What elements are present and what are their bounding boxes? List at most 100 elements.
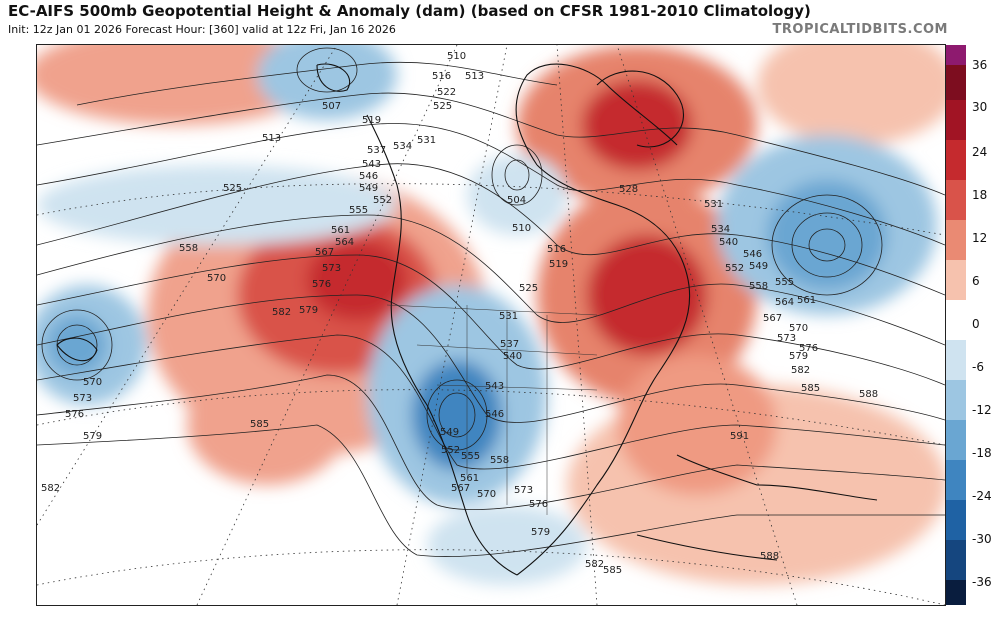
colorbar-segment — [946, 300, 966, 340]
contour-label: 579 — [789, 351, 808, 362]
contour-label: 573 — [322, 263, 341, 274]
contour-label: 561 — [460, 473, 479, 484]
colorbar-tick-label: 36 — [972, 58, 988, 72]
contour-label: 510 — [447, 51, 466, 62]
colorbar — [946, 45, 966, 605]
ridge-north-pacific — [37, 45, 327, 125]
contour-label: 540 — [503, 351, 522, 362]
contour-label: 546 — [485, 409, 504, 420]
colorbar-segment — [946, 500, 966, 540]
chart-title: EC-AIFS 500mb Geopotential Height & Anom… — [8, 2, 811, 20]
contour-label: 525 — [433, 101, 452, 112]
colorbar-tick-label: 6 — [972, 274, 980, 288]
contour-label: 582 — [41, 483, 60, 494]
contour-label: 576 — [65, 409, 84, 420]
contour-label: 576 — [529, 499, 548, 510]
colorbar-tick-label: -6 — [972, 360, 984, 374]
colorbar-tick-label: 30 — [972, 100, 988, 114]
contour-label: 534 — [393, 141, 412, 152]
colorbar-tick-label: -24 — [972, 489, 992, 503]
colorbar-segment — [946, 540, 966, 580]
trough-north-atlantic-core — [767, 180, 887, 290]
contour-label: 570 — [83, 377, 102, 388]
colorbar-segment — [946, 65, 966, 100]
contour-label: 549 — [440, 427, 459, 438]
graticule — [37, 45, 945, 605]
contour-label: 588 — [859, 389, 878, 400]
colorbar-segment — [946, 220, 966, 260]
contour-label: 576 — [799, 343, 818, 354]
chart-subtitle: Init: 12z Jan 01 2026 Forecast Hour: [36… — [8, 23, 396, 36]
anomaly-shading — [37, 45, 945, 585]
contour-label: 531 — [417, 135, 436, 146]
contour-label: 591 — [730, 431, 749, 442]
contour-label: 549 — [749, 261, 768, 272]
colorbar-segment — [946, 380, 966, 420]
contour-label: 585 — [801, 383, 820, 394]
contour-label: 504 — [507, 195, 526, 206]
map-panel: 510 516 513 522 525 519 507 513 531 537 … — [36, 44, 946, 606]
contour-label: 519 — [549, 259, 568, 270]
contour-label: 582 — [585, 559, 604, 570]
contour-label: 513 — [465, 71, 484, 82]
ridge-northeast-atlantic — [757, 45, 945, 145]
contour-label: 546 — [359, 171, 378, 182]
colorbar-segment — [946, 100, 966, 140]
contour-label: 519 — [362, 115, 381, 126]
contour-label: 516 — [547, 244, 566, 255]
contour-label: 579 — [299, 305, 318, 316]
colorbar-tick-label: -30 — [972, 532, 992, 546]
contour-label: 534 — [711, 224, 730, 235]
colorbar-segment — [946, 580, 966, 605]
colorbar-segment — [946, 340, 966, 380]
contour-label: 525 — [223, 183, 242, 194]
trough-alaska — [257, 45, 397, 120]
contour-label: 546 — [743, 249, 762, 260]
contour-label: 537 — [367, 145, 386, 156]
brand-watermark[interactable]: TROPICALTIDBITS.COM — [772, 22, 948, 37]
contour-label: 531 — [704, 199, 723, 210]
contour-label: 570 — [477, 489, 496, 500]
contour-label: 573 — [73, 393, 92, 404]
contour-label: 513 — [262, 133, 281, 144]
colorbar-tick-label: -36 — [972, 575, 992, 589]
contour-label: 552 — [441, 445, 460, 456]
contour-label: 531 — [499, 311, 518, 322]
contour-label: 555 — [775, 277, 794, 288]
coastlines — [56, 63, 878, 576]
contour-label: 567 — [451, 483, 470, 494]
contour-label: 573 — [514, 485, 533, 496]
contour-label: 561 — [331, 225, 350, 236]
trough-gulf-coast — [427, 505, 587, 585]
colorbar-tick-label: -12 — [972, 403, 992, 417]
contour-label: 555 — [461, 451, 480, 462]
colorbar-tick-label: 24 — [972, 145, 988, 159]
contour-label: 525 — [519, 283, 538, 294]
contour-label: 528 — [619, 184, 638, 195]
trough-southwest-us-core — [412, 360, 502, 470]
contour-label: 564 — [335, 237, 354, 248]
colorbar-segment — [946, 260, 966, 300]
colorbar-segment — [946, 420, 966, 460]
contour-label: 576 — [312, 279, 331, 290]
map-svg: 510 516 513 522 525 519 507 513 531 537 … — [37, 45, 945, 605]
contour-label: 555 — [349, 205, 368, 216]
contour-label: 516 — [432, 71, 451, 82]
contour-label: 522 — [437, 87, 456, 98]
colorbar-tick-label: 18 — [972, 188, 988, 202]
contour-label: 567 — [315, 247, 334, 258]
contour-label: 558 — [749, 281, 768, 292]
borders — [386, 304, 598, 515]
contour-label: 579 — [83, 431, 102, 442]
contour-label: 585 — [250, 419, 269, 430]
contour-label: 570 — [789, 323, 808, 334]
contour-label: 552 — [373, 195, 392, 206]
ridge-east-canada-core — [587, 235, 707, 355]
contour-label: 537 — [500, 339, 519, 350]
contour-label: 573 — [777, 333, 796, 344]
ridge-east-us — [617, 355, 777, 495]
contour-label: 558 — [179, 243, 198, 254]
trough-mid-atlantic-pacific — [37, 165, 397, 245]
contour-label: 543 — [362, 159, 381, 170]
contour-label: 540 — [719, 237, 738, 248]
